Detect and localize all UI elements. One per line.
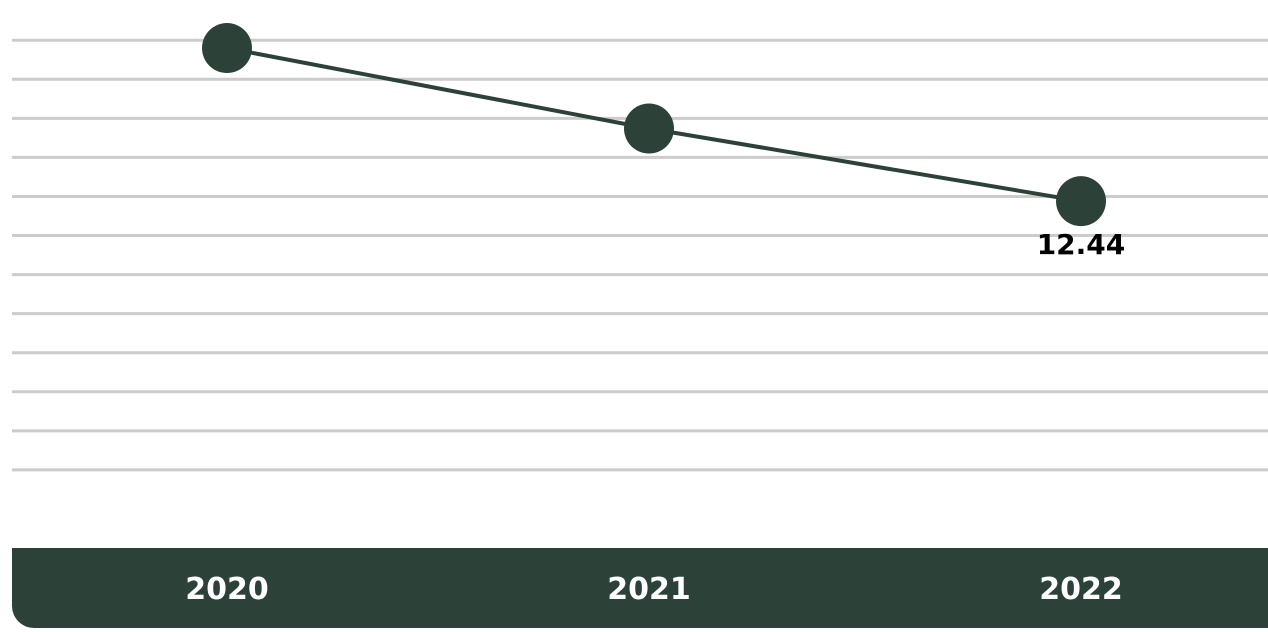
data-point-2022 [1056,176,1106,227]
line-chart: 12.44 [12,23,1268,472]
gridlines [12,38,1268,472]
x-tick-label-2020: 2020 [185,572,269,607]
markers [202,23,1106,227]
x-tick-label-2021: 2021 [607,572,691,607]
data-point-2021 [624,103,674,154]
data-labels: 12.44 [1037,228,1126,261]
x-tick-label-2022: 2022 [1039,572,1123,607]
x-axis-bar: 2020 2021 2022 [12,548,1268,628]
data-point-2020 [202,23,252,74]
data-label-2022: 12.44 [1037,228,1126,261]
